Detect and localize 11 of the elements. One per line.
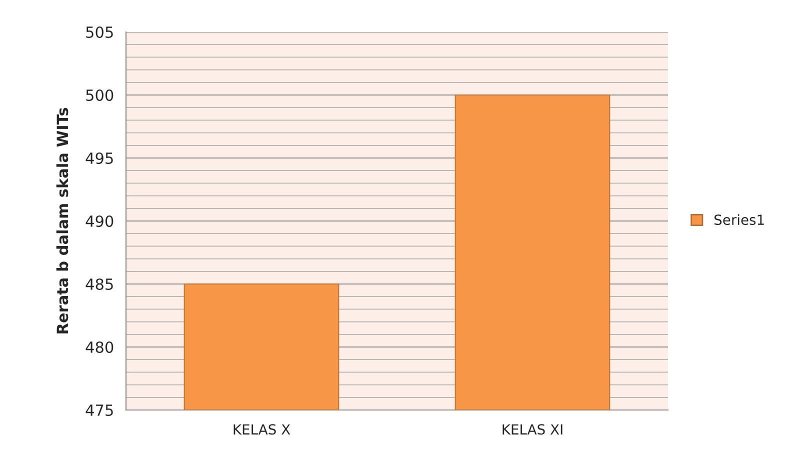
x-tick-label: KELAS XI <box>502 424 562 435</box>
legend-label: Series1 <box>714 214 764 226</box>
y-tick-label: 495 <box>86 152 113 164</box>
y-tick-label: 500 <box>86 89 114 102</box>
y-tick-label: 480 <box>86 341 114 354</box>
y-axis-title: Rerata b dalam skala WITs <box>56 108 68 334</box>
y-tick-label: 505 <box>86 26 113 38</box>
x-tick-label: KELAS X <box>234 424 290 435</box>
y-tick-label: 475 <box>86 404 113 416</box>
y-tick-label: 485 <box>86 278 113 290</box>
y-tick-label: 490 <box>86 215 114 228</box>
